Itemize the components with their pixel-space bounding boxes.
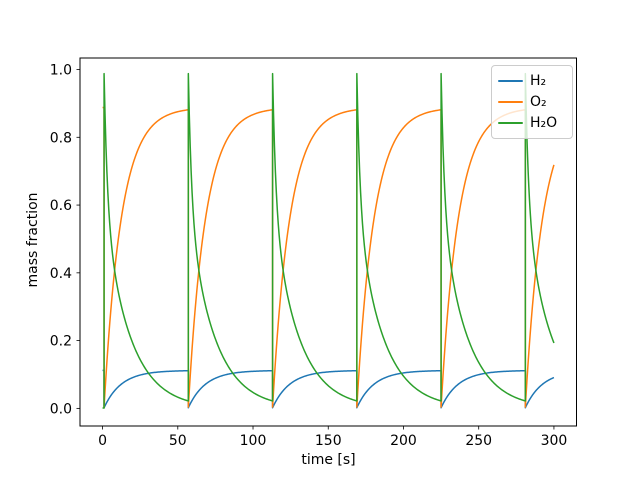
y-tick-label: 0.8 (50, 130, 72, 146)
x-tick-label: 100 (240, 433, 267, 449)
axis-ticks: 0 50 100 150 200 250 300 0.0 0.2 0.4 0.6 0.8 1.0 (50, 63, 568, 449)
plot-frame (79, 57, 577, 427)
x-tick-label: 250 (465, 433, 492, 449)
series-o2 (102, 106, 555, 408)
legend-line-o2 (498, 100, 523, 103)
x-tick-label: 200 (390, 433, 417, 449)
legend: H₂ O₂ H₂O (491, 65, 573, 139)
series-h2 (102, 369, 555, 409)
legend-label-h2o: H₂O (530, 115, 558, 132)
legend-item-h2: H₂ (498, 74, 566, 88)
y-tick-label: 1.0 (50, 63, 72, 79)
y-tick-label: 0.0 (50, 401, 72, 417)
y-tick-label: 0.6 (50, 198, 72, 214)
series-lines (102, 72, 555, 409)
legend-line-h2 (498, 79, 523, 82)
legend-line-h2o (498, 122, 523, 125)
x-tick-label: 0 (98, 433, 107, 449)
y-tick-label: 0.2 (50, 334, 72, 350)
legend-label-o2: O₂ (530, 93, 547, 110)
x-tick-label: 150 (315, 433, 342, 449)
legend-item-o2: O₂ (498, 95, 566, 109)
legend-label-h2: H₂ (530, 72, 547, 89)
y-axis-label: mass fraction (25, 192, 41, 288)
x-tick-label: 300 (541, 433, 568, 449)
legend-item-h2o: H₂O (498, 116, 566, 130)
series-h2o (102, 72, 555, 409)
y-tick-label: 0.4 (50, 266, 72, 282)
x-tick-label: 50 (169, 433, 187, 449)
x-axis-label: time [s] (301, 452, 356, 468)
